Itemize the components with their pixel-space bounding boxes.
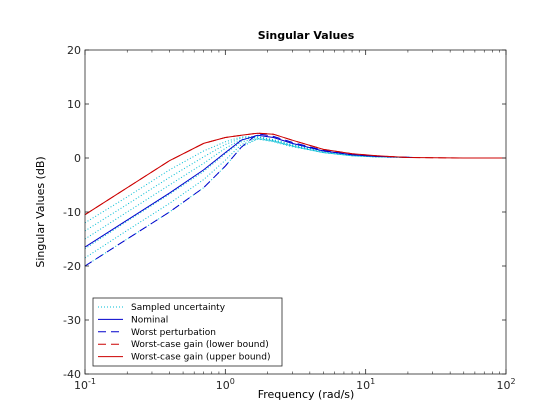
- legend-box: [92, 297, 283, 367]
- sampled-curve-3: [84, 136, 414, 240]
- x-tick-label: 10-1: [74, 377, 96, 392]
- x-tick-label: 102: [496, 377, 515, 392]
- y-tick-label: -20: [63, 260, 81, 273]
- worst-case-gain-upper-bound-line: [84, 132, 506, 216]
- y-tick-label: 10: [67, 98, 81, 111]
- chart-title: Singular Values: [258, 29, 355, 42]
- legend: Sampled uncertainty Nominal Worst perturba…: [92, 297, 283, 367]
- x-tick-label: 100: [216, 377, 235, 392]
- x-tick-label: 101: [356, 377, 375, 392]
- series-layer: [84, 132, 506, 267]
- y-tick-label: -30: [63, 314, 81, 327]
- y-tick-label: 20: [67, 44, 81, 57]
- legend-label: Worst perturbation: [131, 328, 216, 338]
- x-axis-label: Frequency (rad/s): [258, 388, 355, 401]
- legend-label: Nominal: [131, 315, 168, 325]
- sampled-curve-6: [84, 138, 414, 267]
- y-tick-label: -10: [63, 206, 81, 219]
- worst-perturbation-line: [84, 133, 414, 267]
- legend-label: Worst-case gain (lower bound): [131, 340, 269, 350]
- legend-label: Worst-case gain (upper bound): [131, 353, 270, 363]
- y-tick-label: -40: [63, 368, 81, 381]
- legend-label: Sampled uncertainty: [131, 303, 226, 313]
- y-axis-label: Singular Values (dB): [34, 156, 47, 267]
- y-tick-label: 0: [74, 152, 81, 165]
